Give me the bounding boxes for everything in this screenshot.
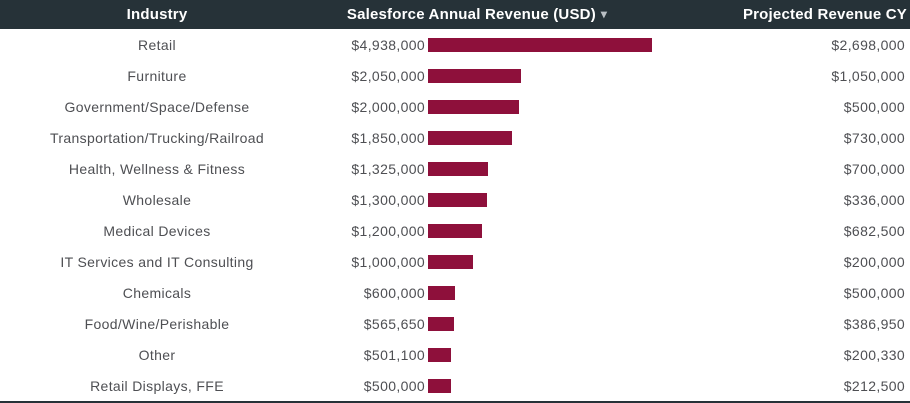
- revenue-value: $1,325,000: [351, 160, 425, 177]
- revenue-bar-cell: [425, 68, 733, 83]
- projected-value: $700,000: [843, 160, 905, 177]
- industry-cell: Health, Wellness & Fitness: [68, 160, 246, 177]
- header-industry: Industry: [0, 6, 314, 23]
- projected-value: $336,000: [843, 191, 905, 208]
- industry-cell: Transportation/Trucking/Railroad: [49, 129, 265, 146]
- header-projected: Projected Revenue CY: [640, 6, 910, 23]
- industry-cell: IT Services and IT Consulting: [60, 253, 254, 270]
- revenue-value: $2,000,000: [351, 98, 425, 115]
- projected-value: $386,950: [843, 315, 905, 332]
- table-header: Industry Salesforce Annual Revenue (USD)…: [0, 0, 910, 29]
- revenue-bar-cell: [425, 130, 733, 145]
- table-row: Furniture $2,050,000 $1,050,000: [0, 60, 910, 91]
- industry-cell: Government/Space/Defense: [64, 98, 250, 115]
- projected-value: $212,500: [843, 377, 905, 394]
- table-row: Retail Displays, FFE $500,000 $212,500: [0, 370, 910, 401]
- table-row: Other $501,100 $200,330: [0, 339, 910, 370]
- revenue-value: $500,000: [363, 377, 425, 394]
- revenue-bar-cell: [425, 347, 733, 362]
- industry-cell: Wholesale: [122, 191, 192, 208]
- projected-value: $2,698,000: [831, 36, 905, 53]
- revenue-bar-cell: [425, 37, 733, 52]
- projected-value: $730,000: [843, 129, 905, 146]
- revenue-bar-cell: [425, 316, 733, 331]
- revenue-bar: [428, 130, 512, 145]
- revenue-bar: [428, 347, 451, 362]
- header-projected-label: Projected Revenue CY: [742, 6, 907, 23]
- revenue-value: $1,200,000: [351, 222, 425, 239]
- revenue-bar: [428, 99, 519, 114]
- revenue-bar-cell: [425, 285, 733, 300]
- revenue-bar-cell: [425, 99, 733, 114]
- projected-value: $200,000: [843, 253, 905, 270]
- revenue-bar-cell: [425, 254, 733, 269]
- revenue-bar: [428, 192, 487, 207]
- projected-value: $1,050,000: [831, 67, 905, 84]
- revenue-bar-cell: [425, 192, 733, 207]
- table-row: Chemicals $600,000 $500,000: [0, 277, 910, 308]
- table-row: Government/Space/Defense $2,000,000 $500…: [0, 91, 910, 122]
- revenue-bar: [428, 68, 521, 83]
- revenue-value: $565,650: [363, 315, 425, 332]
- revenue-bar: [428, 254, 473, 269]
- revenue-value: $1,850,000: [351, 129, 425, 146]
- header-revenue-sort[interactable]: Salesforce Annual Revenue (USD) ▾: [314, 6, 640, 23]
- industry-cell: Furniture: [127, 67, 187, 84]
- revenue-value: $501,100: [363, 346, 425, 363]
- revenue-bar-cell: [425, 378, 733, 393]
- header-industry-label: Industry: [126, 6, 188, 23]
- industry-cell: Food/Wine/Perishable: [84, 315, 230, 332]
- industry-cell: Other: [138, 346, 176, 363]
- projected-value: $500,000: [843, 284, 905, 301]
- table-row: IT Services and IT Consulting $1,000,000…: [0, 246, 910, 277]
- revenue-value: $2,050,000: [351, 67, 425, 84]
- revenue-value: $600,000: [363, 284, 425, 301]
- projected-value: $682,500: [843, 222, 905, 239]
- table-row: Transportation/Trucking/Railroad $1,850,…: [0, 122, 910, 153]
- revenue-bar: [428, 37, 652, 52]
- revenue-value: $1,300,000: [351, 191, 425, 208]
- revenue-bar: [428, 161, 488, 176]
- table-body: Retail $4,938,000 $2,698,000 Furniture $…: [0, 29, 910, 401]
- industry-cell: Retail Displays, FFE: [90, 377, 224, 394]
- industry-cell: Chemicals: [122, 284, 192, 301]
- revenue-bar-cell: [425, 161, 733, 176]
- revenue-bar: [428, 285, 455, 300]
- table-row: Wholesale $1,300,000 $336,000: [0, 184, 910, 215]
- industry-cell: Medical Devices: [103, 222, 211, 239]
- table-row: Health, Wellness & Fitness $1,325,000 $7…: [0, 153, 910, 184]
- header-revenue-label: Salesforce Annual Revenue (USD): [346, 6, 596, 23]
- revenue-value: $1,000,000: [351, 253, 425, 270]
- industry-cell: Retail: [138, 36, 176, 53]
- revenue-bar: [428, 223, 482, 238]
- revenue-bar: [428, 378, 451, 393]
- revenue-value: $4,938,000: [351, 36, 425, 53]
- table-row: Medical Devices $1,200,000 $682,500: [0, 215, 910, 246]
- revenue-bar: [428, 316, 454, 331]
- table-row: Retail $4,938,000 $2,698,000: [0, 29, 910, 60]
- projected-value: $500,000: [843, 98, 905, 115]
- table-row: Food/Wine/Perishable $565,650 $386,950: [0, 308, 910, 339]
- sort-caret-icon: ▾: [600, 7, 608, 21]
- projected-value: $200,330: [843, 346, 905, 363]
- revenue-bar-cell: [425, 223, 733, 238]
